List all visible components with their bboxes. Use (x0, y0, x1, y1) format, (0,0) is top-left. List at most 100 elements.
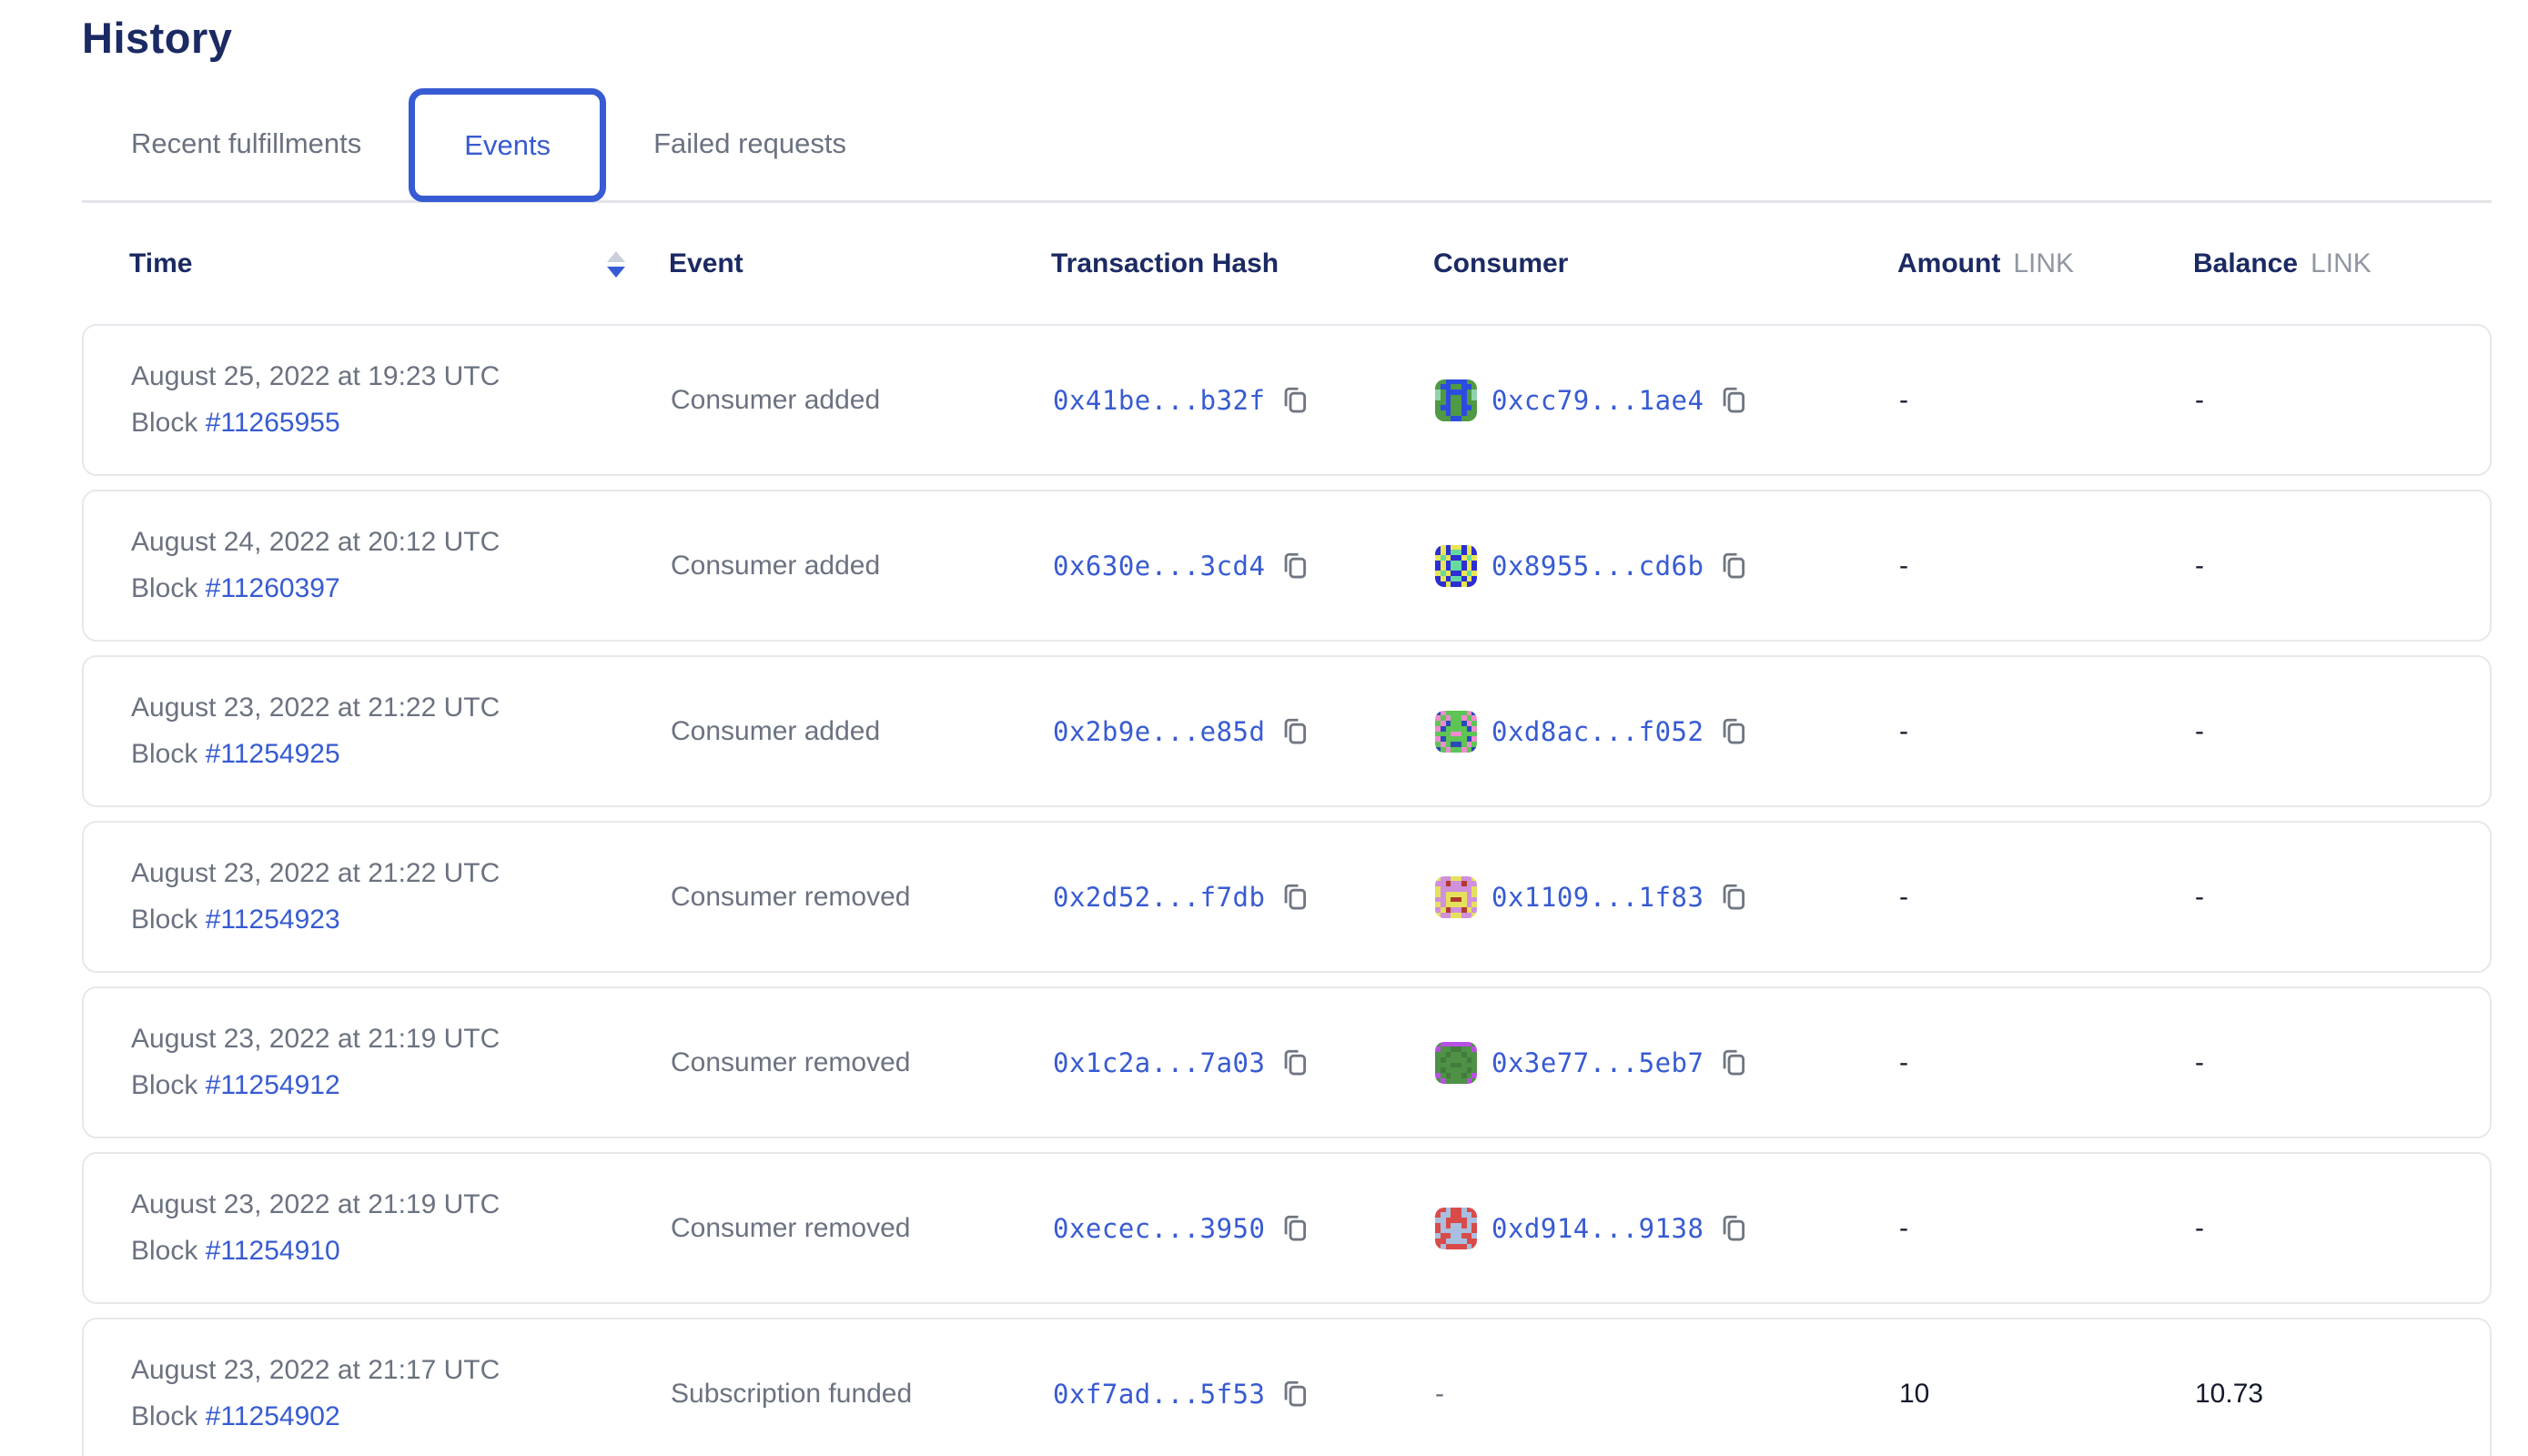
block-number-link[interactable]: #11260397 (205, 573, 340, 603)
copy-icon (1285, 718, 1307, 743)
copy-tx-hash-button[interactable] (1279, 1047, 1310, 1078)
row-balance: 10.73 (2195, 1378, 2264, 1409)
row-amount: - (1899, 550, 1908, 581)
row-block-line: Block #11254912 (131, 1070, 671, 1101)
row-consumer-cell: - (1435, 1379, 1899, 1410)
copy-tx-hash-button[interactable] (1279, 551, 1310, 581)
row-consumer-cell: 0x3e77...5eb7 (1435, 1041, 1899, 1084)
row-balance: - (2195, 1046, 2204, 1077)
consumer-address-link[interactable]: 0xcc79...1ae4 (1492, 384, 1704, 416)
row-event: Consumer added (671, 384, 881, 415)
row-event: Consumer removed (671, 881, 911, 912)
block-number-link[interactable]: #11254923 (205, 905, 340, 935)
copy-tx-hash-button[interactable] (1279, 1213, 1310, 1244)
copy-consumer-address-button[interactable] (1718, 385, 1749, 416)
tx-hash-link[interactable]: 0x630e...3cd4 (1053, 550, 1266, 581)
consumer-avatar (1435, 875, 1477, 918)
row-consumer-cell: 0xcc79...1ae4 (1435, 379, 1899, 421)
row-time: August 23, 2022 at 21:22 UTC (131, 858, 501, 888)
row-time: August 23, 2022 at 21:17 UTC (131, 1355, 501, 1385)
consumer-avatar (1435, 710, 1477, 753)
row-time: August 24, 2022 at 20:12 UTC (131, 527, 501, 557)
copy-icon (1724, 718, 1745, 743)
column-header-balance: Balance LINK (2193, 248, 2492, 279)
block-number-link[interactable]: #11254925 (205, 739, 340, 769)
copy-icon (1724, 387, 1745, 412)
row-tx-hash-cell: 0xf7ad...5f53 (1053, 1379, 1435, 1410)
row-time: August 23, 2022 at 21:19 UTC (131, 1024, 501, 1054)
time-header-label: Time (129, 248, 193, 278)
row-event: Consumer added (671, 550, 881, 581)
balance-header-label: Balance (2193, 248, 2299, 278)
row-time: August 23, 2022 at 21:19 UTC (131, 1189, 501, 1219)
copy-tx-hash-button[interactable] (1279, 385, 1310, 416)
block-number-link[interactable]: #11254910 (205, 1236, 340, 1266)
row-time: August 25, 2022 at 19:23 UTC (131, 361, 501, 391)
table-row: August 23, 2022 at 21:22 UTC Block #1125… (82, 655, 2492, 807)
tx-hash-link[interactable]: 0xecec...3950 (1053, 1212, 1266, 1244)
row-time-cell: August 23, 2022 at 21:22 UTC Block #1125… (131, 858, 671, 935)
tab-failed-requests[interactable]: Failed requests (650, 127, 850, 160)
sort-up-arrow-icon (607, 250, 625, 262)
row-event: Consumer added (671, 715, 881, 746)
row-event: Subscription funded (671, 1378, 913, 1409)
copy-tx-hash-button[interactable] (1279, 716, 1310, 747)
table-row: August 23, 2022 at 21:17 UTC Block #1125… (82, 1318, 2492, 1456)
consumer-address-link[interactable]: 0xd8ac...f052 (1492, 715, 1704, 747)
copy-icon (1285, 1380, 1307, 1406)
row-balance: - (2195, 881, 2204, 912)
copy-icon (1285, 552, 1307, 578)
copy-tx-hash-button[interactable] (1279, 1379, 1310, 1410)
consumer-avatar (1435, 1041, 1477, 1084)
consumer-address-link[interactable]: 0x8955...cd6b (1492, 550, 1704, 581)
sort-descending-icon[interactable] (607, 250, 625, 278)
consumer-empty-dash: - (1435, 1378, 1444, 1409)
copy-consumer-address-button[interactable] (1718, 882, 1749, 913)
tab-recent-fulfillments[interactable]: Recent fulfillments (127, 127, 365, 160)
row-block-label: Block (131, 573, 206, 603)
tx-hash-link[interactable]: 0x2d52...f7db (1053, 881, 1266, 913)
column-header-transaction-hash: Transaction Hash (1051, 248, 1279, 278)
row-tx-hash-cell: 0x2b9e...e85d (1053, 716, 1435, 747)
block-number-link[interactable]: #11265955 (205, 408, 340, 438)
row-balance: - (2195, 715, 2204, 746)
block-number-link[interactable]: #11254912 (205, 1070, 340, 1100)
row-amount: 10 (1899, 1378, 1930, 1409)
balance-unit-label: LINK (2311, 248, 2371, 278)
column-header-time: Time (129, 248, 669, 279)
event-rows: August 25, 2022 at 19:23 UTC Block #1126… (82, 324, 2492, 1456)
amount-header-label: Amount (1897, 248, 2001, 278)
table-row: August 23, 2022 at 21:22 UTC Block #1125… (82, 821, 2492, 973)
row-time-cell: August 23, 2022 at 21:19 UTC Block #1125… (131, 1024, 671, 1101)
tx-hash-link[interactable]: 0x1c2a...7a03 (1053, 1046, 1266, 1078)
column-header-event: Event (669, 248, 743, 278)
copy-tx-hash-button[interactable] (1279, 882, 1310, 913)
copy-consumer-address-button[interactable] (1718, 716, 1749, 747)
copy-consumer-address-button[interactable] (1718, 551, 1749, 581)
column-header-amount: Amount LINK (1897, 248, 2193, 279)
row-amount: - (1899, 1212, 1908, 1243)
row-block-line: Block #11254910 (131, 1236, 671, 1267)
row-block-label: Block (131, 408, 206, 438)
row-consumer-cell: 0xd914...9138 (1435, 1207, 1899, 1249)
tab-events[interactable]: Events (409, 88, 607, 202)
tx-hash-link[interactable]: 0x2b9e...e85d (1053, 715, 1266, 747)
row-block-line: Block #11260397 (131, 573, 671, 604)
consumer-address-link[interactable]: 0x3e77...5eb7 (1492, 1046, 1704, 1078)
copy-consumer-address-button[interactable] (1718, 1213, 1749, 1244)
table-row: August 24, 2022 at 20:12 UTC Block #1126… (82, 490, 2492, 642)
copy-icon (1285, 1049, 1307, 1075)
tx-hash-link[interactable]: 0x41be...b32f (1053, 384, 1266, 416)
row-consumer-cell: 0x1109...1f83 (1435, 875, 1899, 918)
block-number-link[interactable]: #11254902 (205, 1401, 340, 1431)
row-balance: - (2195, 550, 2204, 581)
consumer-address-link[interactable]: 0x1109...1f83 (1492, 881, 1704, 913)
copy-icon (1724, 552, 1745, 578)
copy-consumer-address-button[interactable] (1718, 1047, 1749, 1078)
tx-hash-link[interactable]: 0xf7ad...5f53 (1053, 1378, 1266, 1410)
row-block-label: Block (131, 739, 206, 769)
row-event: Consumer removed (671, 1212, 911, 1243)
consumer-address-link[interactable]: 0xd914...9138 (1492, 1212, 1704, 1244)
row-consumer-cell: 0x8955...cd6b (1435, 544, 1899, 587)
amount-unit-label: LINK (2013, 248, 2075, 278)
